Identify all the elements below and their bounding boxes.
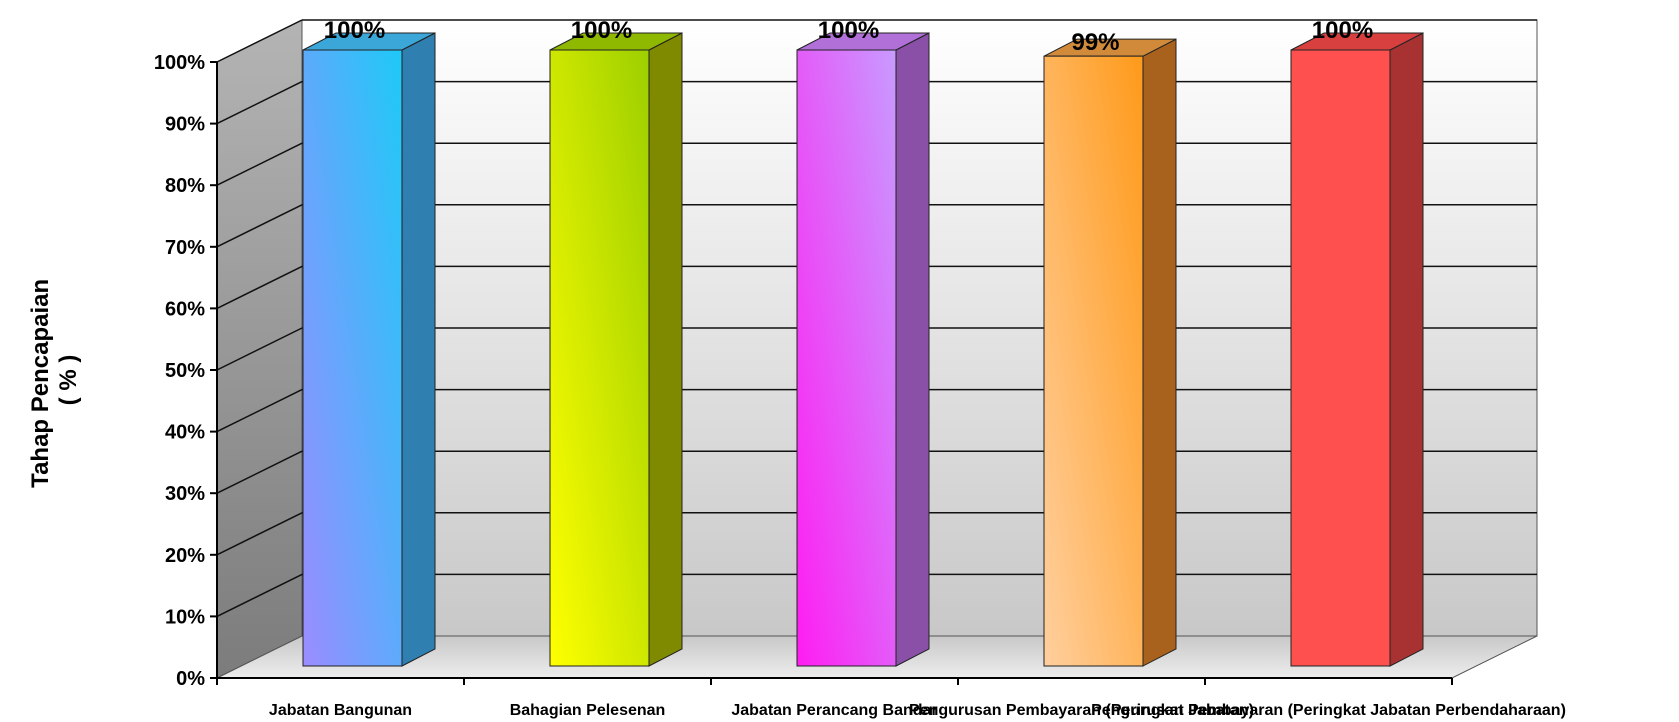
x-axis: Jabatan Bangunan Bahagian Pelesenan Jabata…	[216, 677, 1566, 719]
y-tick-label: 100%	[154, 52, 205, 74]
bar-side	[1389, 32, 1424, 667]
x-tick-label: Jabatan Perancang Bandar	[731, 702, 937, 719]
y-tick-label: 90%	[165, 114, 205, 136]
bar	[302, 32, 436, 667]
y-tick-label: 60%	[165, 298, 205, 320]
y-tick-label: 20%	[165, 545, 205, 567]
y-tick-label: 50%	[165, 360, 205, 382]
data-label: 99%	[1071, 29, 1119, 56]
x-tick-label: Pengurusan Pembayaran (Peringkat Jabatan…	[909, 702, 1254, 719]
bar	[549, 32, 683, 667]
gridline-side	[216, 204, 303, 248]
bar-side	[648, 32, 683, 667]
bar-front	[796, 49, 897, 667]
gridline-side	[216, 450, 303, 494]
gridline-side	[216, 19, 303, 63]
gridline-side	[216, 80, 303, 125]
bar	[1290, 32, 1424, 667]
bar-side	[895, 32, 930, 667]
bar-side	[1142, 38, 1177, 667]
gridline-side	[216, 142, 303, 186]
x-tick-label: Jabatan Bangunan	[269, 702, 412, 719]
data-label: 100%	[324, 17, 385, 44]
data-label: 100%	[818, 17, 879, 44]
data-label: 100%	[571, 17, 632, 44]
y-tick-label: 80%	[165, 175, 205, 197]
x-tick-label: Bahagian Pelesenan	[510, 702, 666, 719]
y-tick-label: 0%	[176, 668, 205, 690]
bar-front	[302, 49, 403, 667]
y-axis: 0% 10% 20% 30% 40% 50% 60% 70% 80% 90% 100%	[154, 52, 218, 690]
gridline-side	[216, 388, 303, 433]
gridline-side	[216, 512, 303, 556]
y-axis-title-line-1: Tahap Pencapaian	[27, 279, 54, 488]
gridline-side	[216, 265, 303, 310]
gridline-side	[216, 573, 303, 618]
gridline-side	[216, 327, 303, 371]
bars	[302, 32, 1424, 667]
x-tick-label: Pengurusan Pembayaran (Peringkat Jabatan…	[1091, 702, 1566, 719]
y-axis-title: Tahap Pencapaian ( % )	[27, 272, 82, 488]
y-tick-label: 40%	[165, 422, 205, 444]
y-tick-label: 10%	[165, 606, 205, 628]
bar	[796, 32, 930, 667]
data-labels: 100% 100% 100% 99% 100%	[324, 17, 1373, 56]
bar	[1043, 38, 1177, 667]
y-tick-label: 30%	[165, 483, 205, 505]
bar-front	[549, 49, 650, 667]
bar-side	[401, 32, 436, 667]
bar-front	[1043, 55, 1144, 667]
data-label: 100%	[1312, 17, 1373, 44]
y-tick-label: 70%	[165, 237, 205, 259]
y-axis-title-line-2: ( % )	[55, 355, 82, 406]
bar-front	[1290, 49, 1391, 667]
